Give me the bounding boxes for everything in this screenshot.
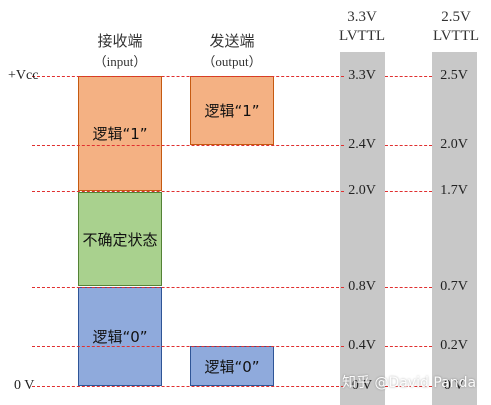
std33-header-voltage: 3.3V: [347, 9, 377, 25]
receiver-undefined-label: 不确定状态: [82, 230, 158, 249]
threshold-line-gnd-right: [385, 386, 432, 387]
sender-header: 发送端: [209, 34, 255, 50]
std25-level-voh: 2.0V: [440, 137, 468, 152]
std33-level-voh: 2.4V: [348, 137, 376, 152]
std25-voltage-column: [432, 52, 477, 405]
std33-voltage-column: [340, 52, 385, 405]
sender-logic1-label: 逻辑“1”: [204, 102, 260, 120]
std25-level-vol: 0.2V: [440, 338, 468, 353]
std33-level-vcc: 3.3V: [348, 68, 376, 83]
vcc-label: +Vcc: [8, 68, 39, 83]
receiver-logic1-region: 逻辑“1”: [78, 76, 162, 191]
receiver-subheader: （input）: [93, 54, 147, 69]
std25-level-vcc: 2.5V: [440, 68, 468, 83]
std33-level-vol: 0.4V: [348, 338, 376, 353]
threshold-line-voh: [32, 145, 344, 146]
sender-logic0-label: 逻辑“0”: [204, 357, 260, 376]
watermark: 知乎 @David Panda: [342, 375, 477, 391]
receiver-logic0-label: 逻辑“0”: [92, 328, 148, 346]
threshold-line-vcc: [32, 76, 344, 77]
sender-logic1-region: 逻辑“1”: [190, 76, 274, 145]
threshold-line-vil: [32, 287, 344, 288]
receiver-logic1-label: 逻辑“1”: [92, 125, 148, 143]
threshold-line-vil-right: [385, 287, 432, 288]
threshold-line-vcc-right: [385, 76, 432, 77]
std25-header-voltage: 2.5V: [441, 9, 471, 25]
receiver-header: 接收端: [97, 34, 143, 50]
std33-level-vil: 0.8V: [348, 279, 376, 294]
std33-level-vih: 2.0V: [348, 183, 376, 198]
threshold-line-vih-right: [385, 191, 432, 192]
std33-level-gnd: 0 V: [351, 378, 373, 393]
receiver-undefined-region: 不确定状态: [78, 192, 162, 286]
receiver-logic0-region: 逻辑“0”: [78, 287, 162, 386]
sender-subheader: （output）: [202, 54, 262, 69]
std25-level-gnd: 0 V: [443, 378, 465, 393]
std25-level-vih: 1.7V: [440, 183, 468, 198]
threshold-line-voh-right: [385, 145, 432, 146]
threshold-line-gnd: [32, 386, 344, 387]
threshold-line-vol-right: [385, 346, 432, 347]
gnd-label: 0 V: [14, 378, 35, 393]
std25-level-vil: 0.7V: [440, 279, 468, 294]
std25-header-name: LVTTL: [432, 28, 480, 44]
threshold-line-vol: [32, 346, 344, 347]
threshold-line-vih: [32, 191, 344, 192]
sender-logic0-region: 逻辑“0”: [190, 346, 274, 386]
std33-header-name: LVTTL: [338, 28, 386, 44]
